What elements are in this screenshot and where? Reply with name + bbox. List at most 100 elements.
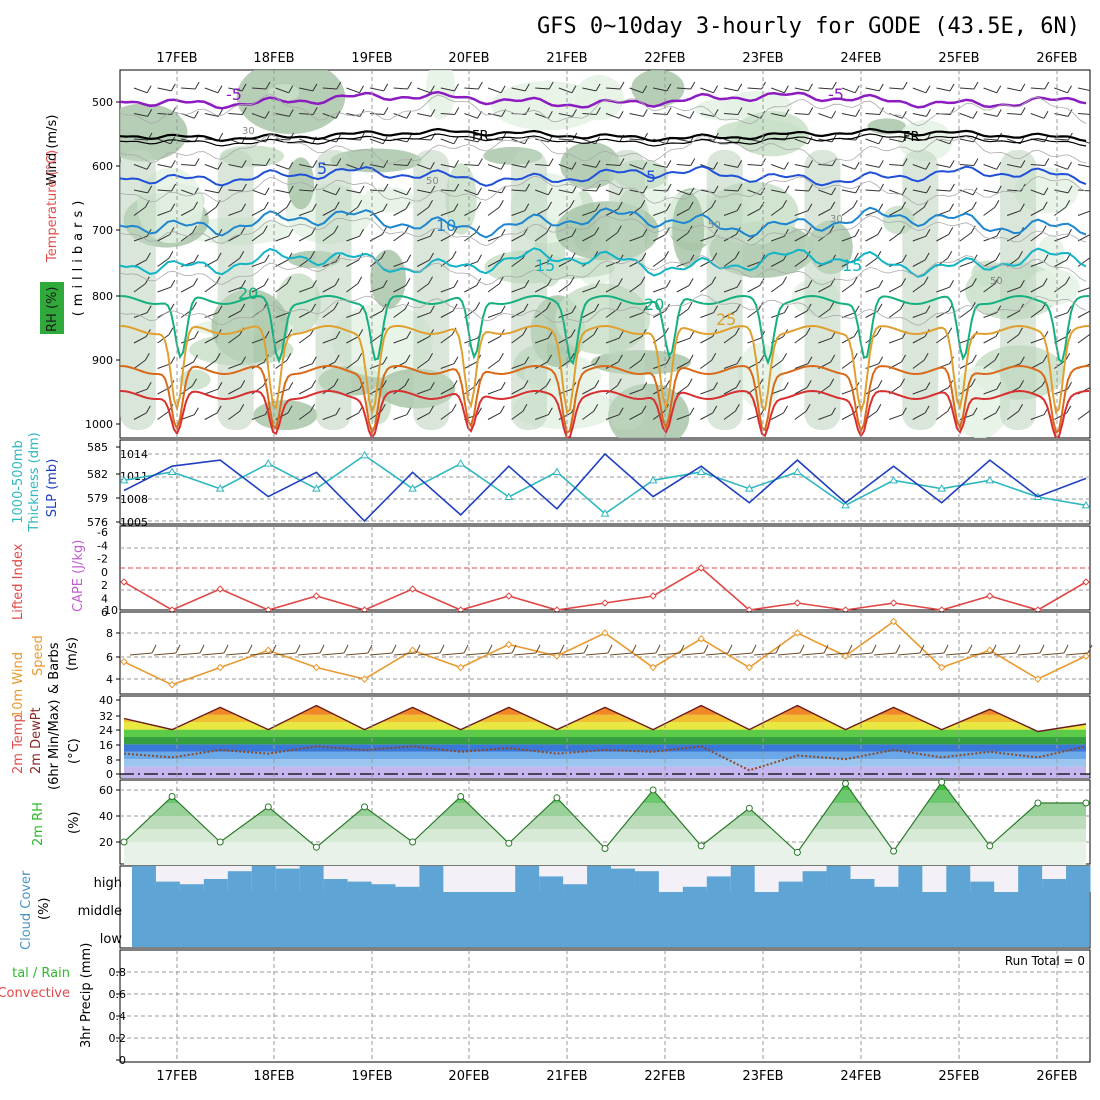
wind-barb-flag xyxy=(1092,184,1096,191)
cloud-high-bar xyxy=(371,884,396,892)
wind-barb xyxy=(818,308,831,318)
wind-barb xyxy=(629,312,643,318)
temp2m-unit: (°C) xyxy=(67,738,82,764)
wind-barb-flag xyxy=(453,136,459,145)
rh-shade xyxy=(425,70,456,120)
wind-barb xyxy=(251,208,265,216)
wind-barb xyxy=(605,308,618,318)
wind-barb xyxy=(393,164,408,166)
wind-barb-flag xyxy=(949,183,955,192)
wind-barb-flag xyxy=(382,356,388,364)
cloud-high-bar xyxy=(179,884,205,892)
wind-barb-flag xyxy=(1067,85,1072,94)
wind-barb xyxy=(133,312,148,318)
wind10-line-point xyxy=(360,675,369,683)
wind-barb-flag xyxy=(475,378,481,387)
wind-barb xyxy=(393,232,406,242)
rh-point xyxy=(649,786,657,794)
wind-barb-flag xyxy=(996,85,1002,94)
wind10-barb xyxy=(369,652,393,656)
wind-barb-flag xyxy=(500,305,506,313)
wind-barb-flag xyxy=(902,158,908,166)
tick-label: 0 xyxy=(106,768,113,781)
wind-barb-flag xyxy=(854,85,860,94)
rh-point xyxy=(890,847,898,855)
wind-barb-flag xyxy=(430,185,436,194)
wind-barb-flag xyxy=(193,111,199,119)
wind-barb-flag xyxy=(1042,354,1048,363)
wind-barb xyxy=(558,388,573,395)
wind-barb-flag xyxy=(547,201,552,210)
wind-barb xyxy=(936,310,949,318)
date-label: 26FEB xyxy=(1036,1069,1077,1084)
wind-barb xyxy=(228,113,243,115)
wind10-barb xyxy=(897,652,921,656)
date-label: 21FEB xyxy=(546,1069,587,1084)
upper-ylabel-wind: Wind (m/s) xyxy=(45,115,60,186)
rh-point xyxy=(793,848,801,856)
wind-barb xyxy=(1077,210,1090,216)
wind-barb-flag xyxy=(359,185,365,194)
wind-barb xyxy=(652,257,665,267)
wind-barb-flag xyxy=(383,107,389,115)
wind-barb-flag xyxy=(616,378,622,387)
wind-barb xyxy=(936,189,951,192)
wind10-barb xyxy=(177,652,201,656)
wind10-barb-flag xyxy=(631,644,637,654)
wind-barb xyxy=(487,259,501,267)
wind-barb xyxy=(912,235,927,242)
wind-barb xyxy=(180,208,194,216)
cloud-high-bar xyxy=(730,866,756,892)
wind-barb xyxy=(1030,189,1045,196)
wind-barb-flag xyxy=(713,305,718,313)
wind-barb-flag xyxy=(996,185,1002,194)
wind-barb xyxy=(629,113,644,117)
wind-barb-flag xyxy=(1091,137,1095,144)
precip-legend-total-rain: tal / Rain xyxy=(12,966,70,981)
wind-barb-flag xyxy=(595,356,600,364)
wind-barb-flag xyxy=(405,354,411,363)
wind-barb-flag xyxy=(687,378,693,387)
wind-barb xyxy=(700,388,714,395)
isotherm-label: 20 xyxy=(238,284,258,303)
wind-barb-flag xyxy=(170,160,176,168)
wind-barb-flag xyxy=(429,228,435,237)
wind-barb xyxy=(605,414,620,420)
wind-barb-flag xyxy=(924,405,930,414)
wind-barb-flag xyxy=(617,201,623,210)
wind-barb xyxy=(346,359,359,369)
wind-barb xyxy=(251,414,266,420)
wind10-barb xyxy=(129,652,153,656)
wind-barb xyxy=(133,138,149,141)
wind-barb-flag xyxy=(947,327,953,336)
wind-barb-flag xyxy=(498,353,504,361)
wind-barb xyxy=(936,410,949,420)
wind-barb xyxy=(582,363,596,369)
wind-barb-flag xyxy=(383,160,389,168)
cloud-high-bar xyxy=(347,881,372,892)
wind-barb-flag xyxy=(1020,83,1026,92)
wind-barb xyxy=(1077,334,1090,344)
wind-barb xyxy=(228,363,242,369)
slp-ylabel-slp: SLP (mb) xyxy=(45,459,60,518)
wind-barb xyxy=(228,310,241,318)
wind-barb-flag xyxy=(477,158,483,166)
li-tick: -2 xyxy=(97,553,108,566)
wind-barb-flag xyxy=(664,251,669,259)
wind-barb xyxy=(582,334,595,344)
wind-barb-flag xyxy=(241,160,247,168)
wind-barb xyxy=(912,312,927,318)
wind-barb xyxy=(605,164,621,166)
tick-label: 20 xyxy=(99,836,113,849)
wind-barb xyxy=(770,412,784,420)
wind-barb xyxy=(865,210,879,216)
wind10-line-point xyxy=(1082,652,1090,660)
wind-barb-flag xyxy=(666,83,672,92)
wind-barb xyxy=(723,164,738,168)
wind-barb xyxy=(771,87,785,94)
wind-barb-flag xyxy=(1067,109,1073,117)
wind-barb-flag xyxy=(711,200,717,208)
wind10-barb xyxy=(801,652,825,656)
wind-barb-flag xyxy=(288,381,294,390)
wind10-barb-flag xyxy=(823,644,829,654)
